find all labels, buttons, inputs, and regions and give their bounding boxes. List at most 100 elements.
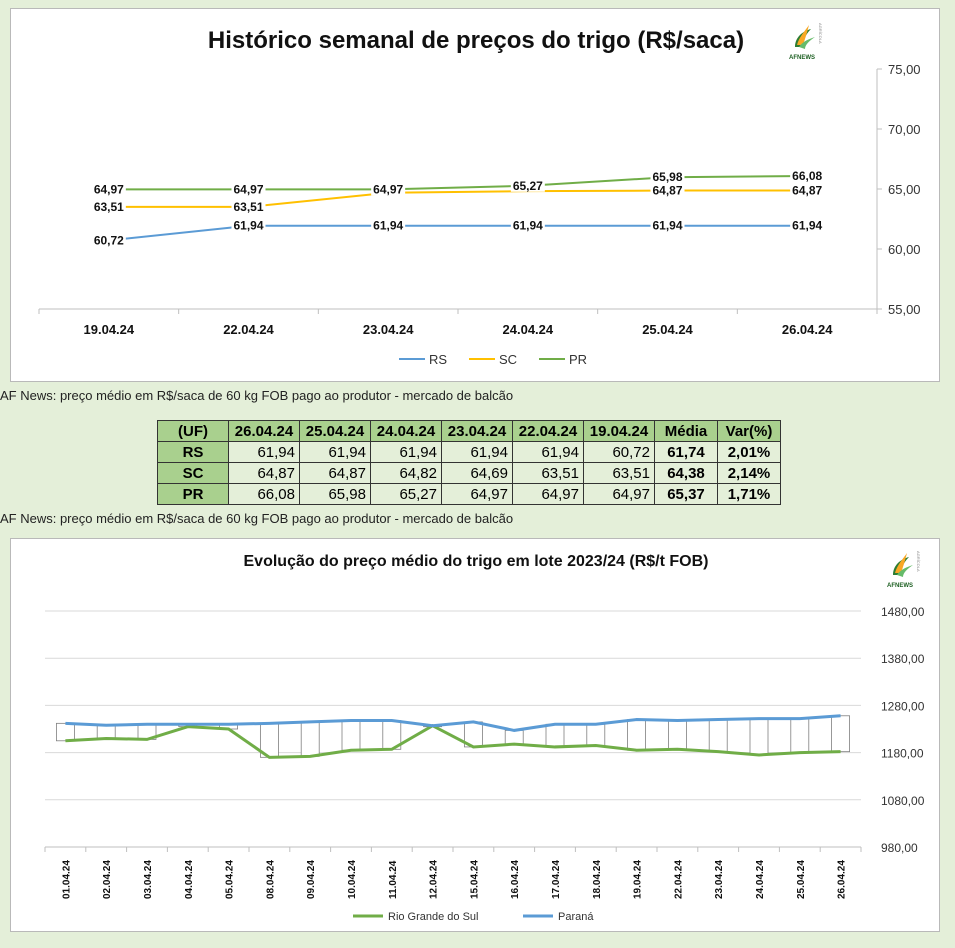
table-cell: 64,97 [583,483,655,505]
table-header-cell: 19.04.24 [583,420,655,442]
series-line-sc [108,189,808,208]
data-label-bg [231,198,266,213]
data-label: 61,94 [513,219,543,233]
series-line [65,714,841,732]
x-tick-label: 23.04.24 [363,322,414,337]
data-label-bg [790,217,825,232]
logo-side-text: AGRÍCOLA [818,23,823,44]
x-tick-label: 02.04.24 [102,860,113,899]
x-tick-label: 26.04.24 [782,322,833,337]
data-label: 64,97 [373,182,403,196]
range-box [790,718,810,753]
table-header-cell: 22.04.24 [512,420,584,442]
data-label: 61,94 [652,219,682,233]
x-tick-label: 19.04.24 [84,322,135,337]
table-var-cell: 2,14% [717,462,781,484]
table-header-cell: 25.04.24 [299,420,371,442]
data-label: 63,51 [233,200,263,214]
x-tick-label: 25.04.24 [796,860,807,899]
data-label: 64,97 [233,182,263,196]
data-label: 66,08 [792,169,822,183]
data-label-bg [91,198,126,213]
range-box [749,718,769,756]
table-cell: 64,69 [441,462,513,484]
x-tick-label: 01.04.24 [61,860,72,899]
table-uf-cell: RS [157,441,229,463]
y-tick-label: 55,00 [888,302,921,317]
table-header-cell: 24.04.24 [370,420,442,442]
table-row: PR 66,08 65,98 65,27 64,97 64,97 64,97 6… [157,483,781,505]
range-box [668,720,687,750]
table-media-cell: 64,38 [654,462,718,484]
y-tick-label: 75,00 [888,62,921,77]
table-cell: 63,51 [512,462,584,484]
x-tick-label: 08.04.24 [265,860,276,899]
data-label: 60,72 [94,233,124,247]
table-cell: 66,08 [228,483,300,505]
x-tick-label: 17.04.24 [551,860,562,899]
table-cell: 63,51 [583,462,655,484]
x-tick-label: 19.04.24 [633,860,644,899]
table-header-cell: 23.04.24 [441,420,513,442]
table-var-cell: 1,71% [717,483,781,505]
legend-label: SC [499,352,517,367]
x-tick-label: 11.04.24 [388,860,399,899]
x-tick-label: 05.04.24 [225,860,236,899]
data-label-bg [91,181,126,196]
afnews-logo: AFNEWS AGRÍCOLA [883,547,923,589]
range-box [300,721,320,757]
table-header-cell: Var(%) [717,420,781,442]
legend-label: RS [429,352,447,367]
x-tick-label: 15.04.24 [469,860,480,899]
table-header-cell: (UF) [157,420,229,442]
range-box [341,720,361,751]
logo-side-text: AGRÍCOLA [916,551,921,572]
table-cell: 61,94 [441,441,513,463]
table-header-row: (UF) 26.04.24 25.04.24 24.04.24 23.04.24… [157,420,781,442]
x-tick-label: 12.04.24 [429,860,440,899]
range-box [831,715,850,753]
range-box [708,719,728,753]
x-tick-label: 04.04.24 [184,860,195,899]
legend-label: PR [569,352,587,367]
y-tick-label: 1380,00 [881,652,925,666]
data-label: 64,97 [94,182,124,196]
x-tick-label: 23.04.24 [714,860,725,899]
range-box [96,724,116,739]
table-cell: 61,94 [299,441,371,463]
data-label: 64,87 [652,184,682,198]
chart2-title: Evolução do preço médio do trigo em lote… [243,553,709,570]
x-tick-label: 22.04.24 [223,322,274,337]
series-line-rs [108,224,808,242]
price-table: (UF) 26.04.24 25.04.24 24.04.24 23.04.24… [157,420,781,505]
table-cell: 60,72 [583,441,655,463]
chart1-title: Histórico semanal de preços do trigo (R$… [207,27,745,54]
x-tick-label: 03.04.24 [143,860,154,899]
data-label-bg [650,182,685,197]
weekly-price-chart: Histórico semanal de preços do trigo (R$… [10,8,940,382]
data-label-bg [231,217,266,232]
table-row: RS 61,94 61,94 61,94 61,94 61,94 60,72 6… [157,441,781,463]
x-tick-label: 24.04.24 [755,860,766,899]
x-tick-label: 26.04.24 [837,860,848,899]
data-label-bg [510,217,545,232]
data-label-bg [510,177,545,192]
table-uf-cell: SC [157,462,229,484]
y-tick-label: 65,00 [888,182,921,197]
table-cell: 64,87 [299,462,371,484]
logo-text: AFNEWS [789,55,815,61]
data-label-bg [91,232,126,247]
table-cell: 61,94 [370,441,442,463]
data-label: 64,87 [792,184,822,198]
y-tick-label: 70,00 [888,122,921,137]
chart2-plot: 980,00 1080,00 1180,00 1280,00 1380,00 1480,0… [44,605,925,923]
table-media-cell: 61,74 [654,441,718,463]
table-cell: 64,87 [228,462,300,484]
table-cell: 64,82 [370,462,442,484]
y-tick-label: 1080,00 [881,794,925,808]
table-media-cell: 65,37 [654,483,718,505]
chart1-plot: 55,00 60,00 65,00 70,00 75,00 19.04.24 22.04.2… [38,62,921,367]
range-box [504,730,524,745]
data-label-bg [650,169,685,184]
table-cell: 65,98 [299,483,371,505]
